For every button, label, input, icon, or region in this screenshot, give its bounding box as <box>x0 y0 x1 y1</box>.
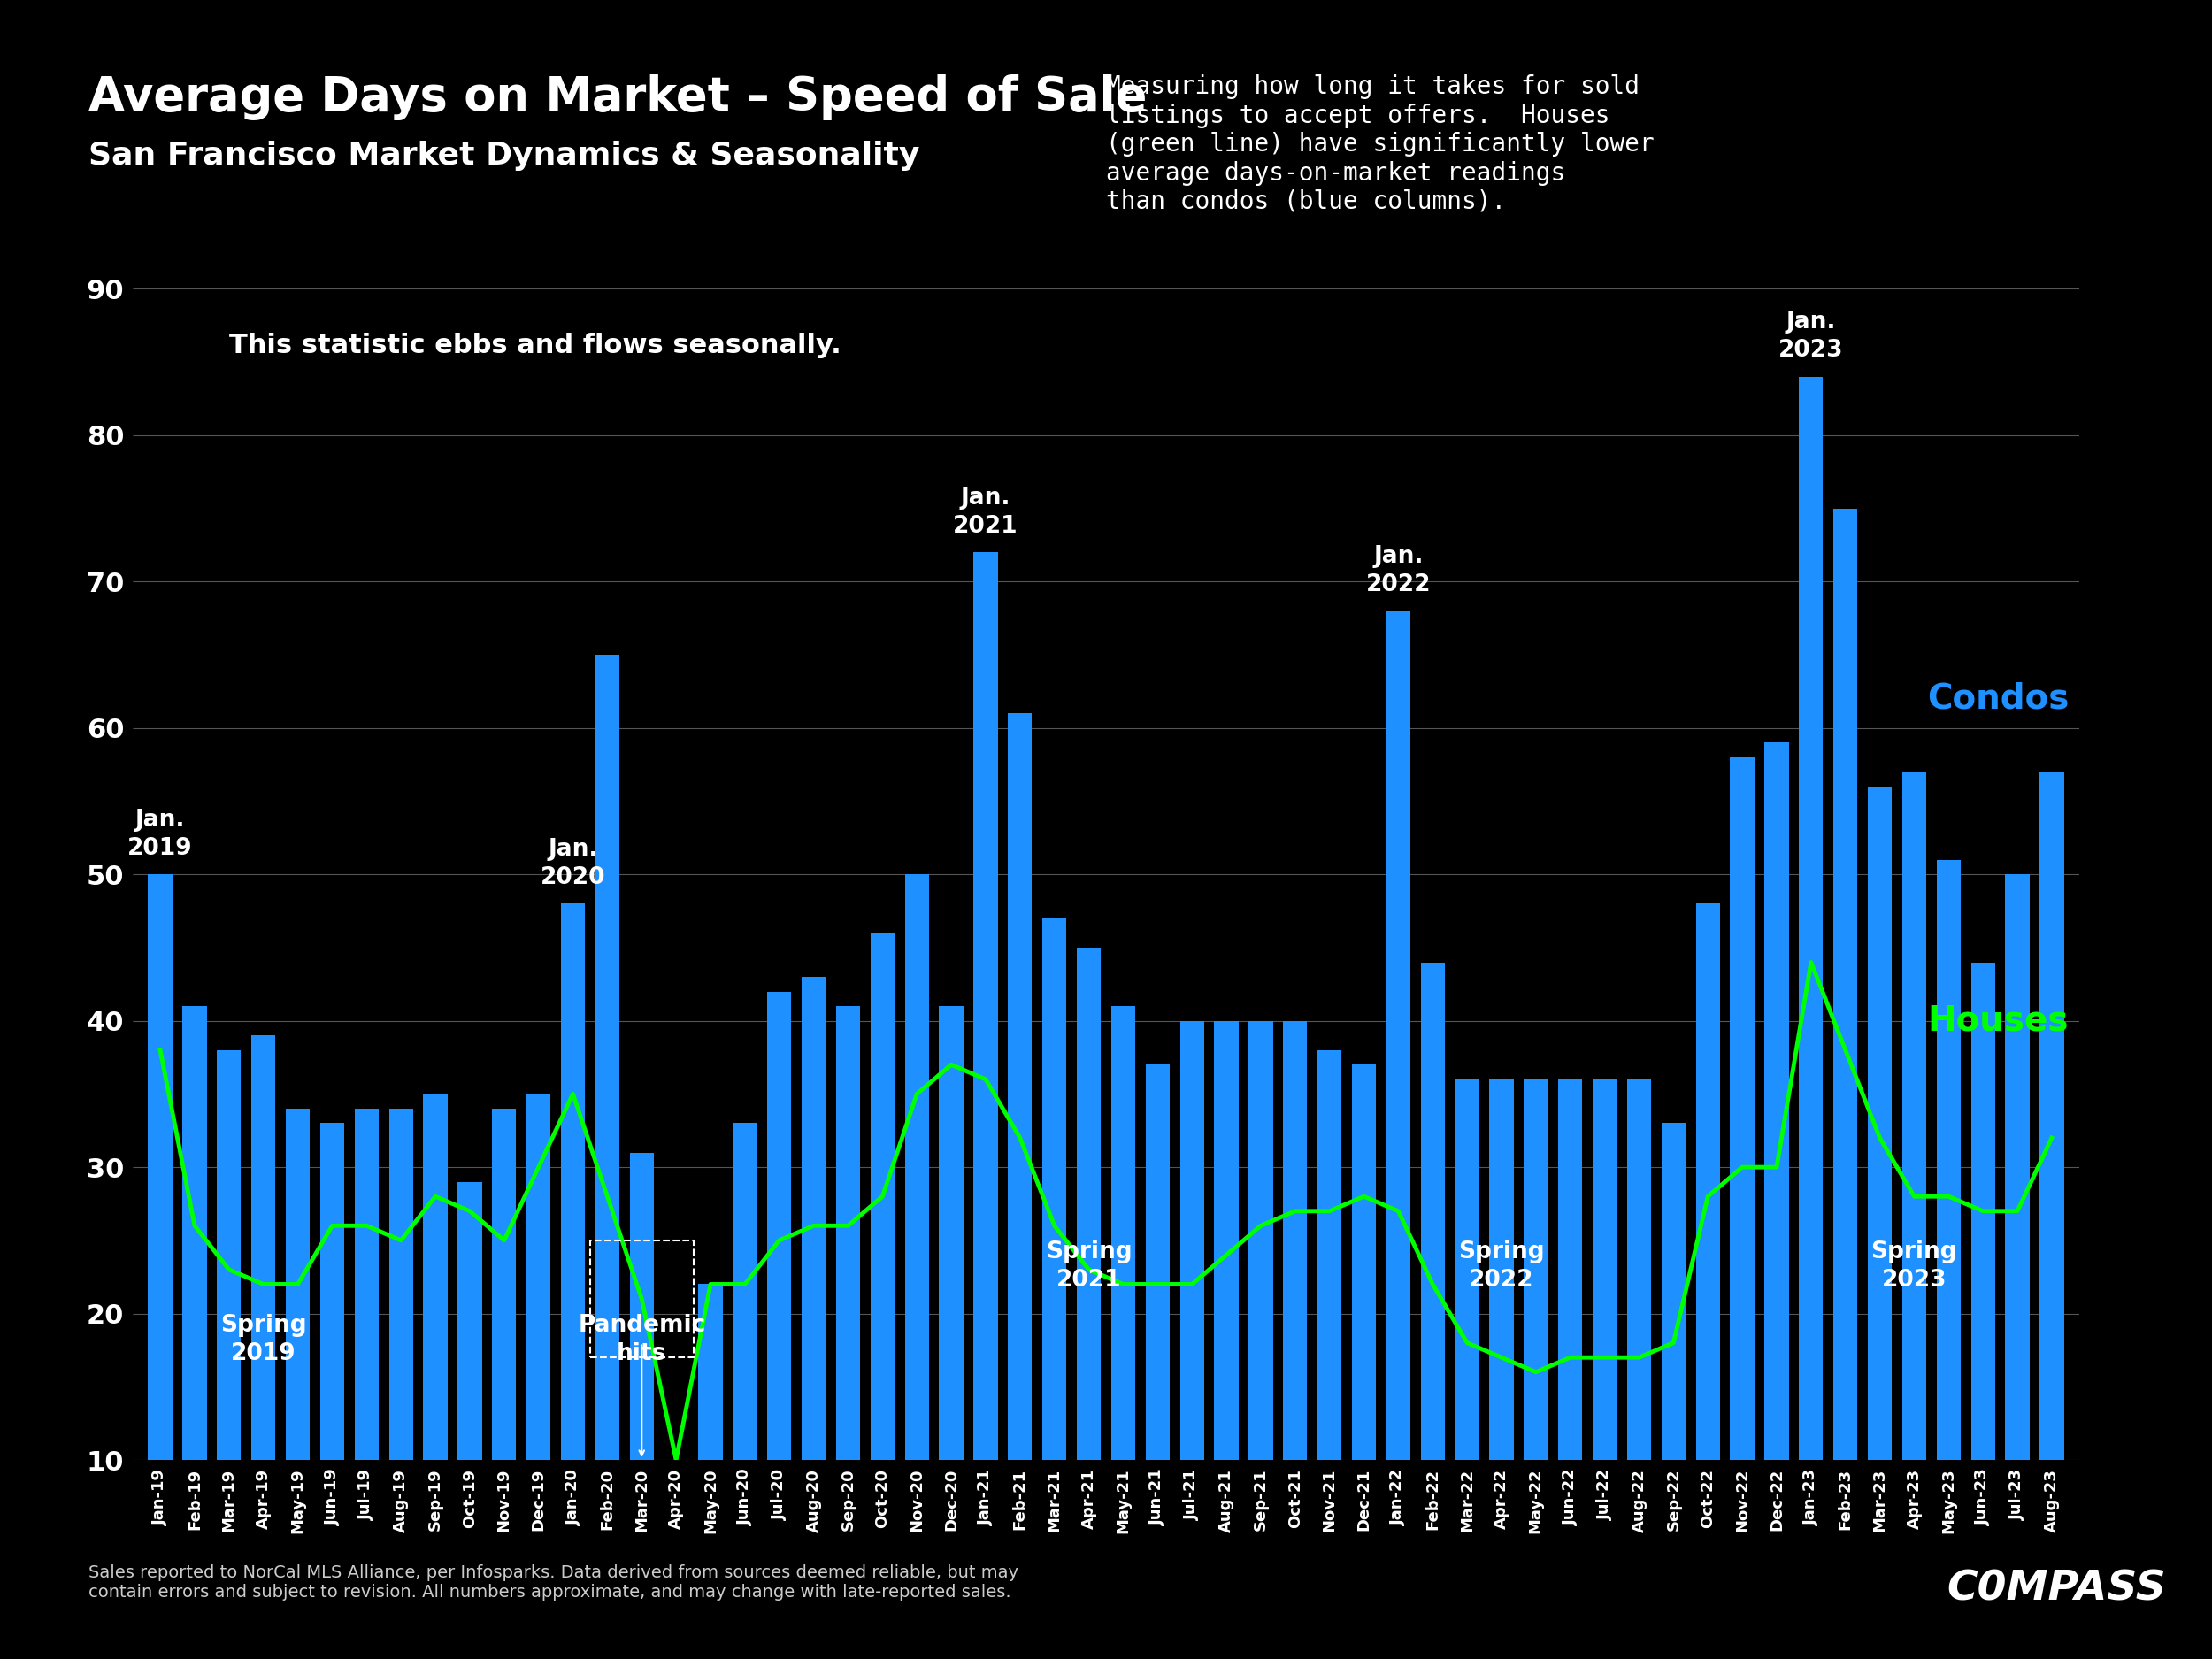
Bar <box>148 874 173 1606</box>
Bar <box>1765 743 1790 1606</box>
Bar <box>217 1050 241 1606</box>
Bar <box>285 1108 310 1606</box>
Bar <box>869 932 894 1606</box>
Bar <box>1110 1005 1135 1606</box>
Bar <box>1936 859 1960 1606</box>
Bar <box>526 1093 551 1606</box>
Bar <box>458 1181 482 1606</box>
Bar <box>1697 904 1721 1606</box>
Text: Jan.
2021: Jan. 2021 <box>953 486 1018 538</box>
Bar <box>321 1123 345 1606</box>
Bar <box>836 1005 860 1606</box>
Bar <box>905 874 929 1606</box>
Text: Spring
2022: Spring 2022 <box>1458 1241 1544 1292</box>
Bar <box>184 1005 206 1606</box>
Text: Pandemic
hits: Pandemic hits <box>577 1314 706 1365</box>
Bar <box>732 1123 757 1606</box>
Bar <box>422 1093 447 1606</box>
Bar <box>591 1241 692 1357</box>
Text: Sales reported to NorCal MLS Alliance, per Infosparks. Data derived from sources: Sales reported to NorCal MLS Alliance, p… <box>88 1564 1018 1601</box>
Bar <box>1455 1080 1480 1606</box>
Text: Average Days on Market – Speed of Sale: Average Days on Market – Speed of Sale <box>88 75 1148 121</box>
Bar <box>630 1153 655 1606</box>
Bar <box>973 552 998 1606</box>
Bar <box>1867 786 1891 1606</box>
Bar <box>2039 771 2064 1606</box>
Text: Jan.
2019: Jan. 2019 <box>128 808 192 859</box>
Bar <box>1283 1020 1307 1606</box>
Text: Spring
2021: Spring 2021 <box>1046 1241 1133 1292</box>
Bar <box>1077 947 1102 1606</box>
Text: C0MPASS: C0MPASS <box>1947 1569 2166 1609</box>
Text: Jan.
2020: Jan. 2020 <box>540 838 606 889</box>
Bar <box>1489 1080 1513 1606</box>
Bar <box>1971 962 1995 1606</box>
Bar <box>1834 508 1858 1606</box>
Text: Spring
2019: Spring 2019 <box>221 1314 307 1365</box>
Bar <box>940 1005 962 1606</box>
Bar <box>1318 1050 1343 1606</box>
Bar <box>1661 1123 1686 1606</box>
Bar <box>1042 919 1066 1606</box>
Bar <box>1628 1080 1650 1606</box>
Bar <box>664 1460 688 1606</box>
Bar <box>1902 771 1927 1606</box>
Bar <box>1250 1020 1272 1606</box>
Bar <box>2006 874 2028 1606</box>
Bar <box>1524 1080 1548 1606</box>
Bar <box>389 1108 414 1606</box>
Text: Spring
2023: Spring 2023 <box>1871 1241 1958 1292</box>
Bar <box>595 655 619 1606</box>
Bar <box>1146 1065 1170 1606</box>
Bar <box>768 992 792 1606</box>
Bar <box>1730 757 1754 1606</box>
Bar <box>1593 1080 1617 1606</box>
Bar <box>1009 713 1033 1606</box>
Bar <box>699 1284 723 1606</box>
Text: San Francisco Market Dynamics & Seasonality: San Francisco Market Dynamics & Seasonal… <box>88 141 920 171</box>
Bar <box>1798 377 1823 1606</box>
Bar <box>1420 962 1444 1606</box>
Text: Jan.
2022: Jan. 2022 <box>1365 544 1431 596</box>
Bar <box>801 977 825 1606</box>
Text: Jan.
2023: Jan. 2023 <box>1778 310 1843 362</box>
Bar <box>252 1035 276 1606</box>
Text: Houses: Houses <box>1929 1004 2068 1037</box>
Bar <box>354 1108 378 1606</box>
Bar <box>562 904 584 1606</box>
Bar <box>1214 1020 1239 1606</box>
Text: Condos: Condos <box>1927 682 2068 715</box>
Bar <box>1352 1065 1376 1606</box>
Text: Measuring how long it takes for sold
listings to accept offers.  Houses
(green l: Measuring how long it takes for sold lis… <box>1106 75 1655 214</box>
Bar <box>1557 1080 1582 1606</box>
Text: This statistic ebbs and flows seasonally.: This statistic ebbs and flows seasonally… <box>230 333 841 358</box>
Bar <box>1387 611 1411 1606</box>
Bar <box>1179 1020 1203 1606</box>
Bar <box>491 1108 515 1606</box>
